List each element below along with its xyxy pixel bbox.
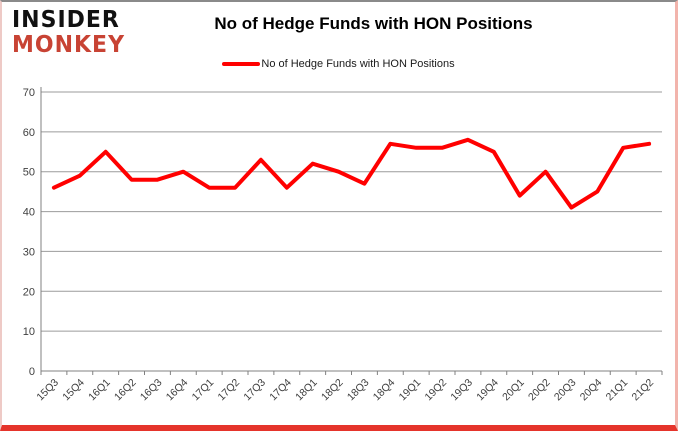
- y-tick-label-20: 20: [23, 286, 35, 298]
- legend-line-swatch: [222, 62, 261, 66]
- logo-line-monkey: MONKEY: [12, 32, 126, 59]
- y-tick-label-60: 60: [23, 127, 35, 139]
- x-tick-label-17Q1: 17Q1: [190, 377, 217, 404]
- x-tick-label-18Q2: 18Q2: [319, 377, 346, 404]
- chart-title: No of Hedge Funds with HON Positions: [214, 14, 533, 33]
- x-tick-label-19Q3: 19Q3: [448, 377, 475, 404]
- x-tick-label-20Q1: 20Q1: [500, 377, 527, 404]
- x-tick-label-19Q4: 19Q4: [474, 377, 501, 404]
- y-tick-label-0: 0: [29, 366, 35, 378]
- x-tick-label-19Q2: 19Q2: [423, 377, 450, 404]
- x-tick-label-15Q3: 15Q3: [34, 377, 61, 404]
- x-tick-label-20Q2: 20Q2: [526, 377, 553, 404]
- y-tick-label-10: 10: [23, 326, 35, 338]
- x-tick-label-18Q4: 18Q4: [371, 377, 398, 404]
- x-tick-label-17Q3: 17Q3: [241, 377, 268, 404]
- x-tick-label-21Q2: 21Q2: [630, 377, 657, 404]
- x-tick-label-18Q3: 18Q3: [345, 377, 372, 404]
- y-tick-label-30: 30: [23, 246, 35, 258]
- x-tick-label-21Q1: 21Q1: [604, 377, 631, 404]
- x-tick-label-16Q3: 16Q3: [138, 377, 165, 404]
- x-tick-label-16Q4: 16Q4: [164, 377, 191, 404]
- x-tick-label-16Q2: 16Q2: [112, 377, 139, 404]
- x-tick-label-19Q1: 19Q1: [397, 377, 424, 404]
- y-tick-label-70: 70: [23, 87, 35, 99]
- legend-label: No of Hedge Funds with HON Positions: [261, 58, 455, 70]
- insider-monkey-logo: INSIDER MONKEY: [12, 6, 126, 59]
- series-line: [51, 137, 652, 210]
- x-tick-label-17Q2: 17Q2: [216, 377, 243, 404]
- x-tick-label-20Q3: 20Q3: [552, 377, 579, 404]
- y-tick-label-40: 40: [23, 207, 35, 219]
- x-tick-label-20Q4: 20Q4: [578, 377, 605, 404]
- chart-legend: No of Hedge Funds with HON Positions: [2, 58, 675, 70]
- y-tick-label-50: 50: [23, 167, 35, 179]
- x-tick-label-17Q4: 17Q4: [267, 377, 294, 404]
- x-tick-label-18Q1: 18Q1: [293, 377, 320, 404]
- x-tick-label-15Q4: 15Q4: [60, 377, 87, 404]
- logo-line-insider: INSIDER: [12, 6, 120, 34]
- x-tick-label-16Q1: 16Q1: [86, 377, 113, 404]
